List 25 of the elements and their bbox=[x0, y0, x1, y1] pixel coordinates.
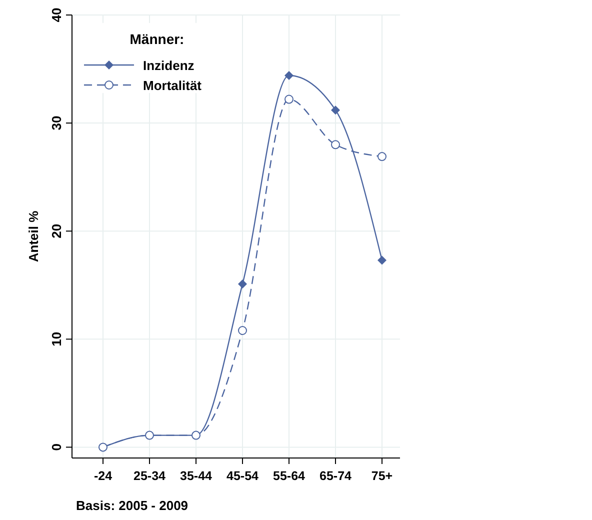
x-tick-label: 25-34 bbox=[134, 469, 166, 483]
legend-label: Mortalität bbox=[143, 78, 202, 93]
text: Basis: 2005 - 2009 bbox=[76, 498, 188, 513]
y-axis-title: Anteil % bbox=[26, 210, 41, 262]
point bbox=[238, 326, 247, 335]
x-tick-label: -24 bbox=[94, 469, 112, 483]
y-tick-label: 20 bbox=[49, 224, 64, 238]
legend-label: Inzidenz bbox=[143, 58, 195, 73]
y-tick-label: 0 bbox=[49, 444, 64, 451]
y-tick-label: 10 bbox=[49, 332, 64, 346]
point bbox=[378, 256, 386, 265]
point bbox=[284, 71, 294, 80]
point bbox=[378, 152, 386, 162]
legend-title: Männer: bbox=[130, 31, 184, 47]
point bbox=[284, 94, 294, 104]
x-tick-label: 65-74 bbox=[320, 469, 352, 483]
y-tick-label: 30 bbox=[49, 116, 64, 130]
x-tick-label: 45-54 bbox=[226, 469, 259, 483]
x-tick-label: 55-64 bbox=[273, 469, 306, 483]
point bbox=[238, 280, 247, 289]
x-tick-label: 75+ bbox=[371, 469, 393, 483]
point bbox=[331, 140, 340, 150]
x-tick-label: 35-44 bbox=[180, 469, 212, 483]
point bbox=[331, 106, 340, 115]
y-tick-label: 40 bbox=[49, 8, 64, 22]
